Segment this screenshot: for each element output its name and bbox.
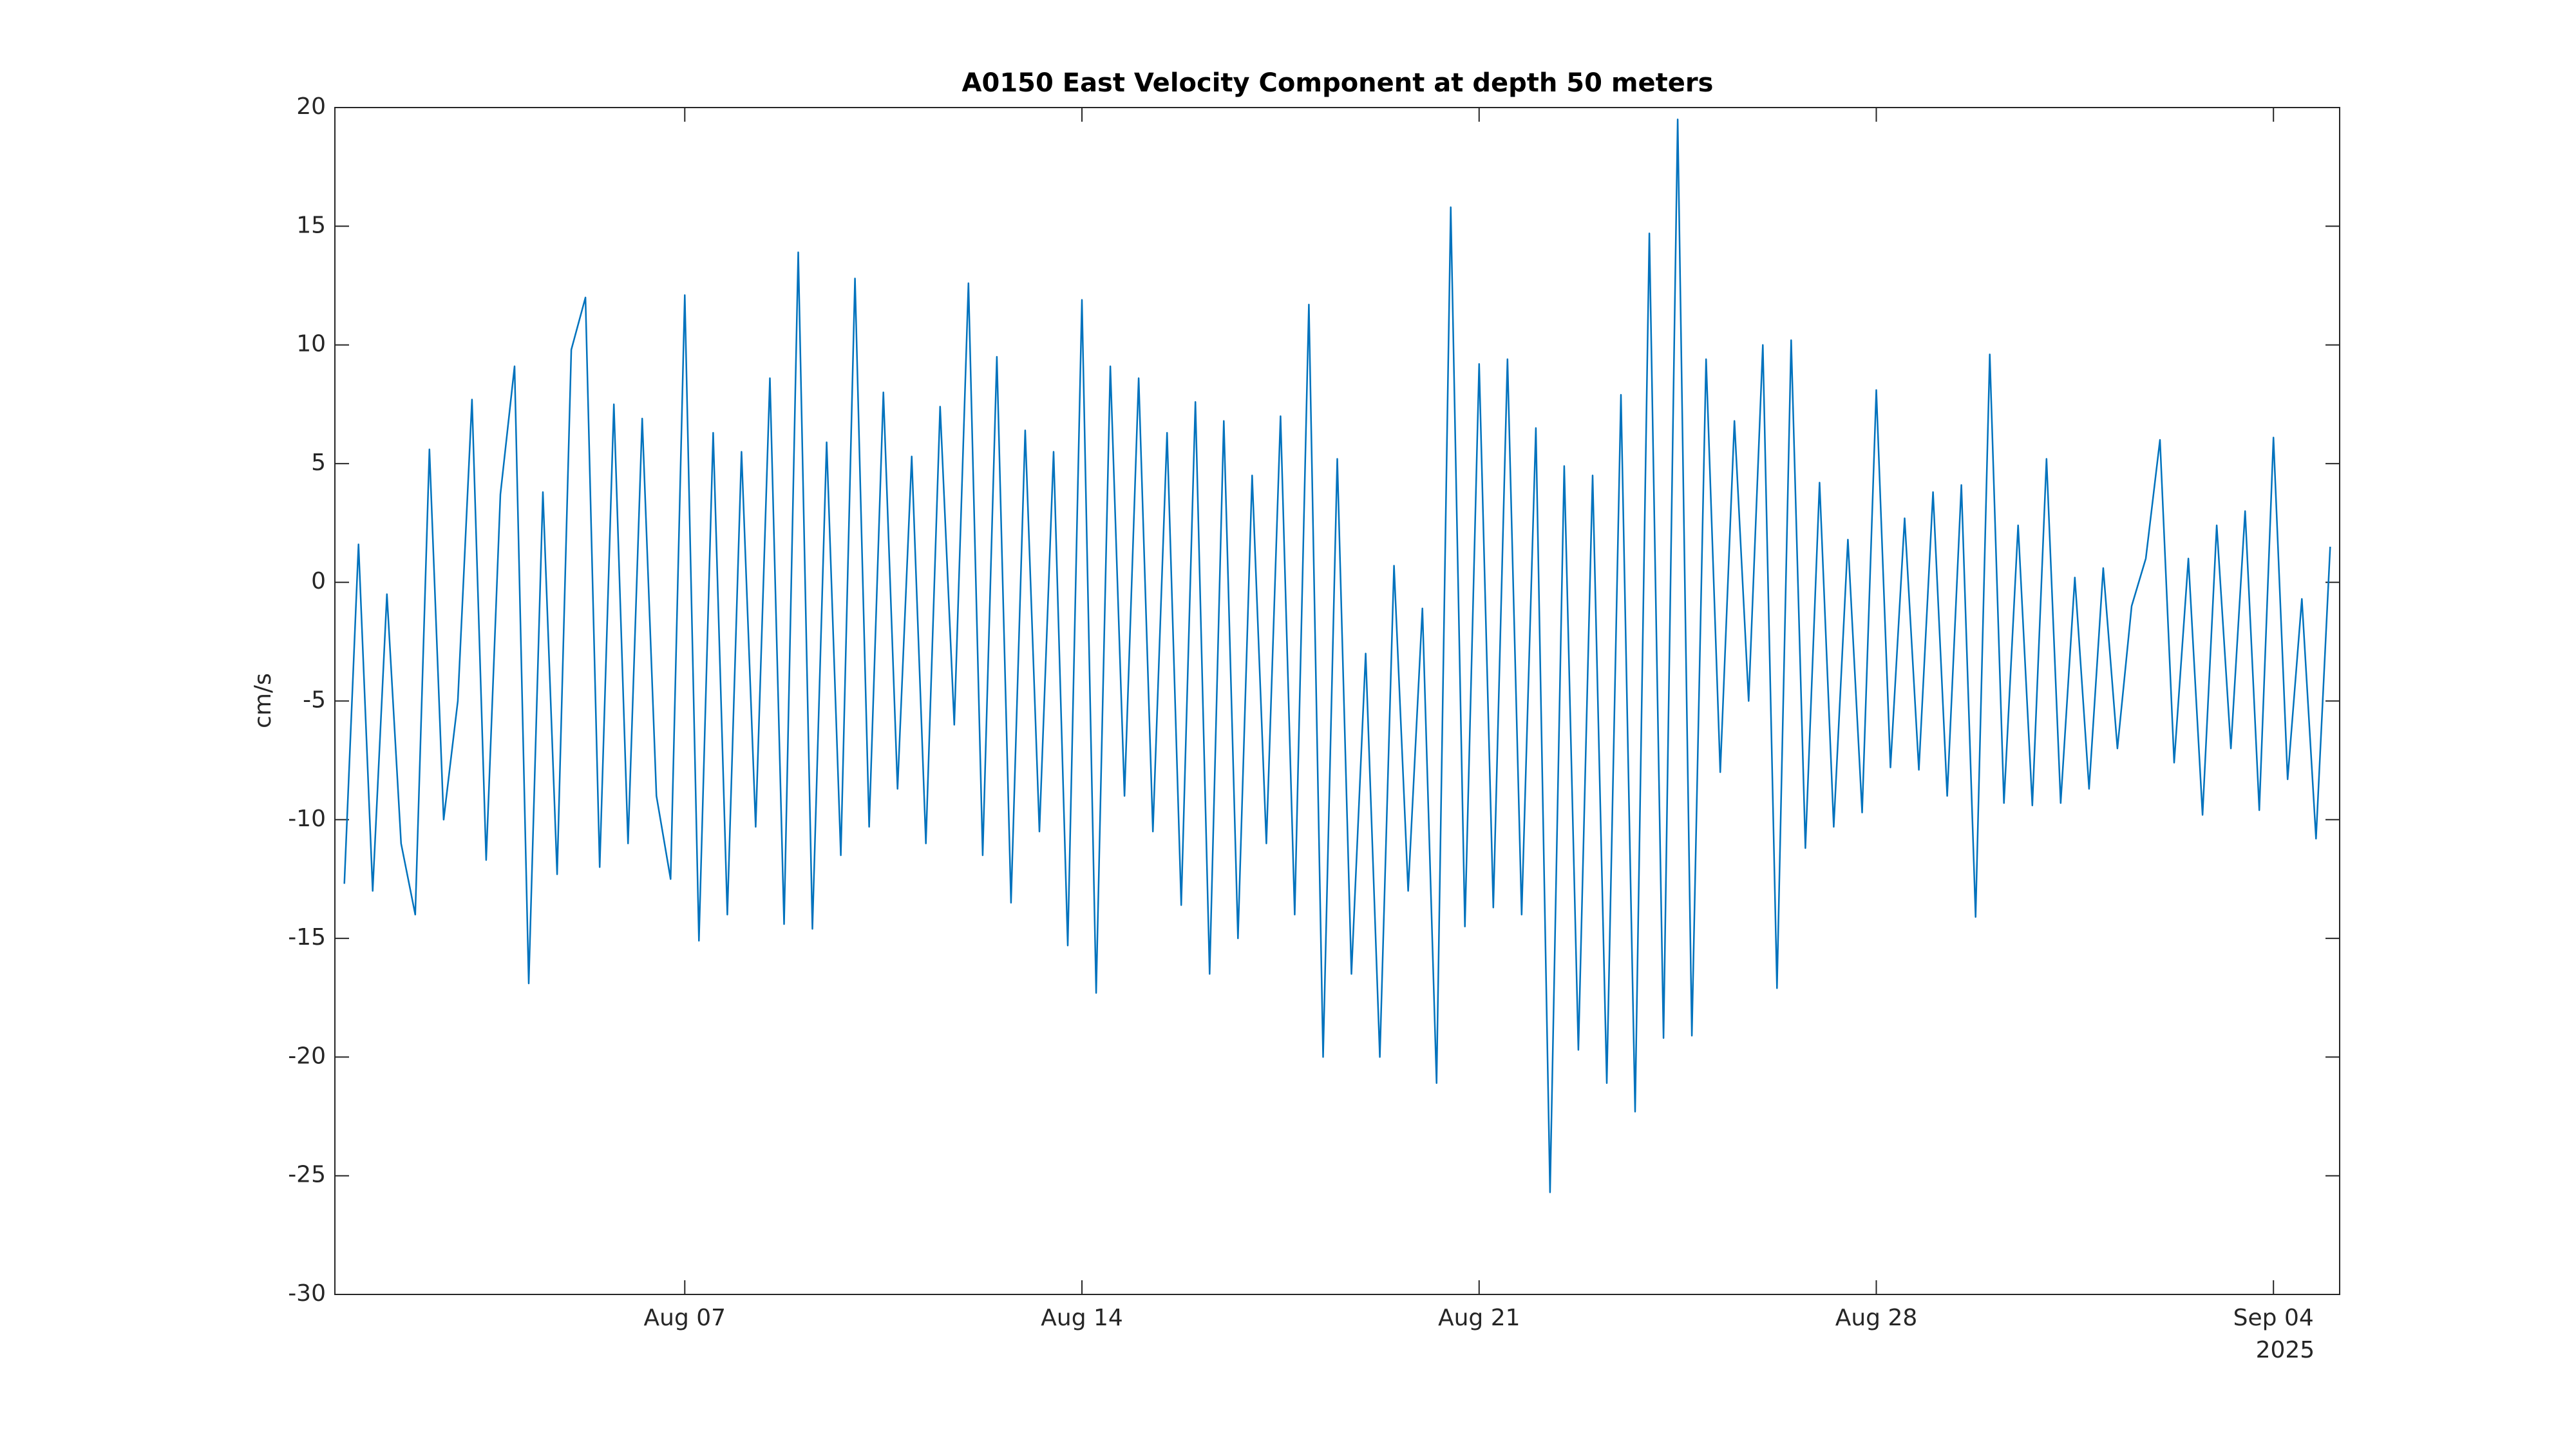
x-tick-label: Aug 07 (644, 1305, 726, 1331)
y-tick-label: 15 (296, 212, 326, 238)
y-tick-label: 5 (311, 450, 326, 476)
y-tick-label: 20 (296, 93, 326, 120)
y-tick-label: -15 (288, 924, 326, 951)
y-tick-label: 0 (311, 568, 326, 594)
x-tick-label: Sep 04 (2233, 1305, 2314, 1331)
chart-title: A0150 East Velocity Component at depth 5… (962, 68, 1714, 98)
y-tick-label: -30 (288, 1280, 326, 1307)
x-tick-label: Aug 14 (1041, 1305, 1123, 1331)
data-line (343, 118, 2331, 1193)
y-axis-label: cm/s (250, 673, 276, 728)
x-tick-label: Aug 21 (1438, 1305, 1520, 1331)
y-tick-label: -10 (288, 806, 326, 832)
x-tick-label: Aug 28 (1835, 1305, 1918, 1331)
y-tick-label: -25 (288, 1162, 326, 1188)
x-year-label: 2025 (2256, 1337, 2315, 1363)
y-tick-label: -20 (288, 1043, 326, 1069)
y-tick-label: -5 (303, 687, 326, 714)
y-tick-label: 10 (296, 331, 326, 357)
